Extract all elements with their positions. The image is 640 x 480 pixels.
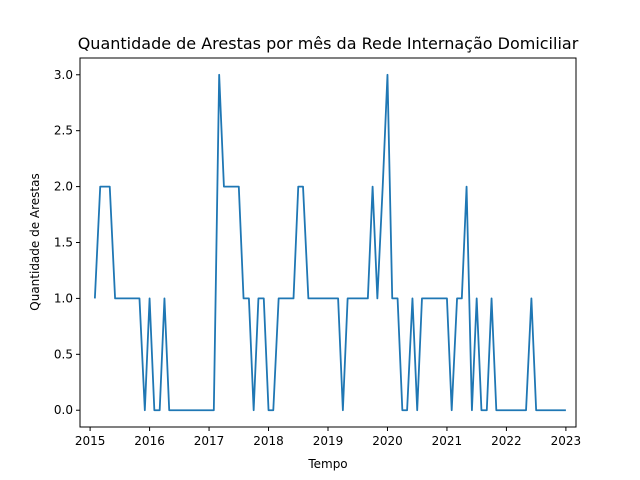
y-tick-label: 2.5 [54, 124, 73, 138]
series-line [93, 73, 566, 412]
y-tick-label: 0.5 [54, 347, 73, 361]
x-axis-label: Tempo [307, 457, 347, 471]
y-tick-label: 1.5 [54, 236, 73, 250]
y-tick-label: 3.0 [54, 68, 73, 82]
x-tick-label: 2018 [253, 434, 284, 448]
y-tick-label: 1.0 [54, 291, 73, 305]
x-tick-label: 2021 [432, 434, 463, 448]
ticks-layer: 2015 2016 2017 2018 2019 2020 2021 2022 2023 0.0 0… [54, 68, 581, 448]
y-axis-label: Quantidade de Arestas [28, 173, 42, 310]
x-tick-label: 2015 [75, 434, 106, 448]
x-tick-label: 2019 [313, 434, 344, 448]
x-tick-label: 2016 [134, 434, 165, 448]
y-tick-label: 0.0 [54, 403, 73, 417]
x-tick-label: 2023 [551, 434, 582, 448]
x-tick-label: 2022 [491, 434, 522, 448]
y-tick-label: 2.0 [54, 180, 73, 194]
plot-frame [79, 57, 577, 428]
x-tick-label: 2020 [372, 434, 403, 448]
x-tick-label: 2017 [194, 434, 225, 448]
chart-title: Quantidade de Arestas por mês da Rede In… [78, 34, 579, 53]
